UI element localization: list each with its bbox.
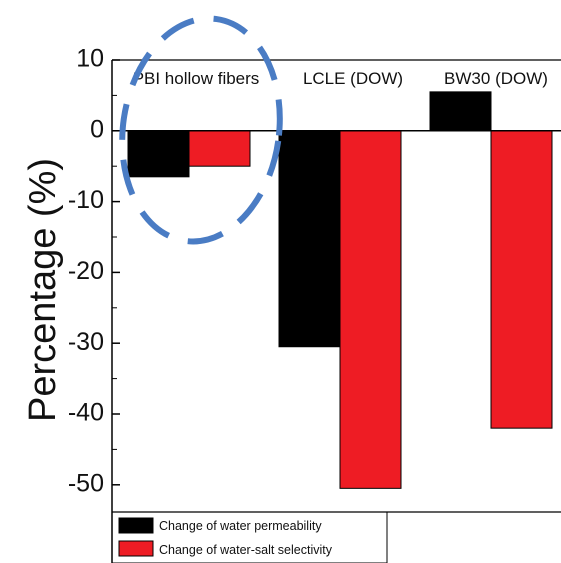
category-label: PBI hollow fibers — [133, 69, 260, 88]
y-tick-label: -30 — [68, 328, 104, 356]
y-axis-ticks: 10 0 -10 -20 -30 -40 -50 — [68, 45, 120, 497]
bar-0-0 — [127, 130, 190, 178]
bar-0-2 — [429, 91, 492, 132]
legend-swatch-selectivity — [118, 540, 154, 557]
category-label: LCLE (DOW) — [303, 69, 403, 88]
bars — [127, 91, 553, 489]
y-tick-label: 10 — [76, 45, 104, 73]
category-labels: PBI hollow fibers LCLE (DOW) BW30 (DOW) — [133, 69, 548, 88]
y-tick-label: -10 — [68, 186, 104, 214]
legend-label-permeability: Change of water permeability — [159, 519, 322, 533]
bar-1-2 — [490, 130, 553, 429]
legend-swatch-permeability — [118, 517, 154, 534]
legend: Change of water permeability Change of w… — [111, 511, 388, 563]
category-label: BW30 (DOW) — [444, 69, 548, 88]
annotation-dashed-ellipse — [119, 15, 283, 245]
y-axis-label: Percentage (%) — [22, 158, 64, 422]
y-tick-label: -40 — [68, 399, 104, 427]
bar-0-1 — [278, 130, 341, 348]
legend-label-selectivity: Change of water-salt selectivity — [159, 543, 333, 557]
y-tick-label: -20 — [68, 257, 104, 285]
y-tick-label: 0 — [90, 115, 104, 143]
bar-1-1 — [339, 130, 402, 489]
bar-1-0 — [188, 130, 251, 167]
legend-box — [111, 511, 388, 563]
y-tick-label: -50 — [68, 469, 104, 497]
